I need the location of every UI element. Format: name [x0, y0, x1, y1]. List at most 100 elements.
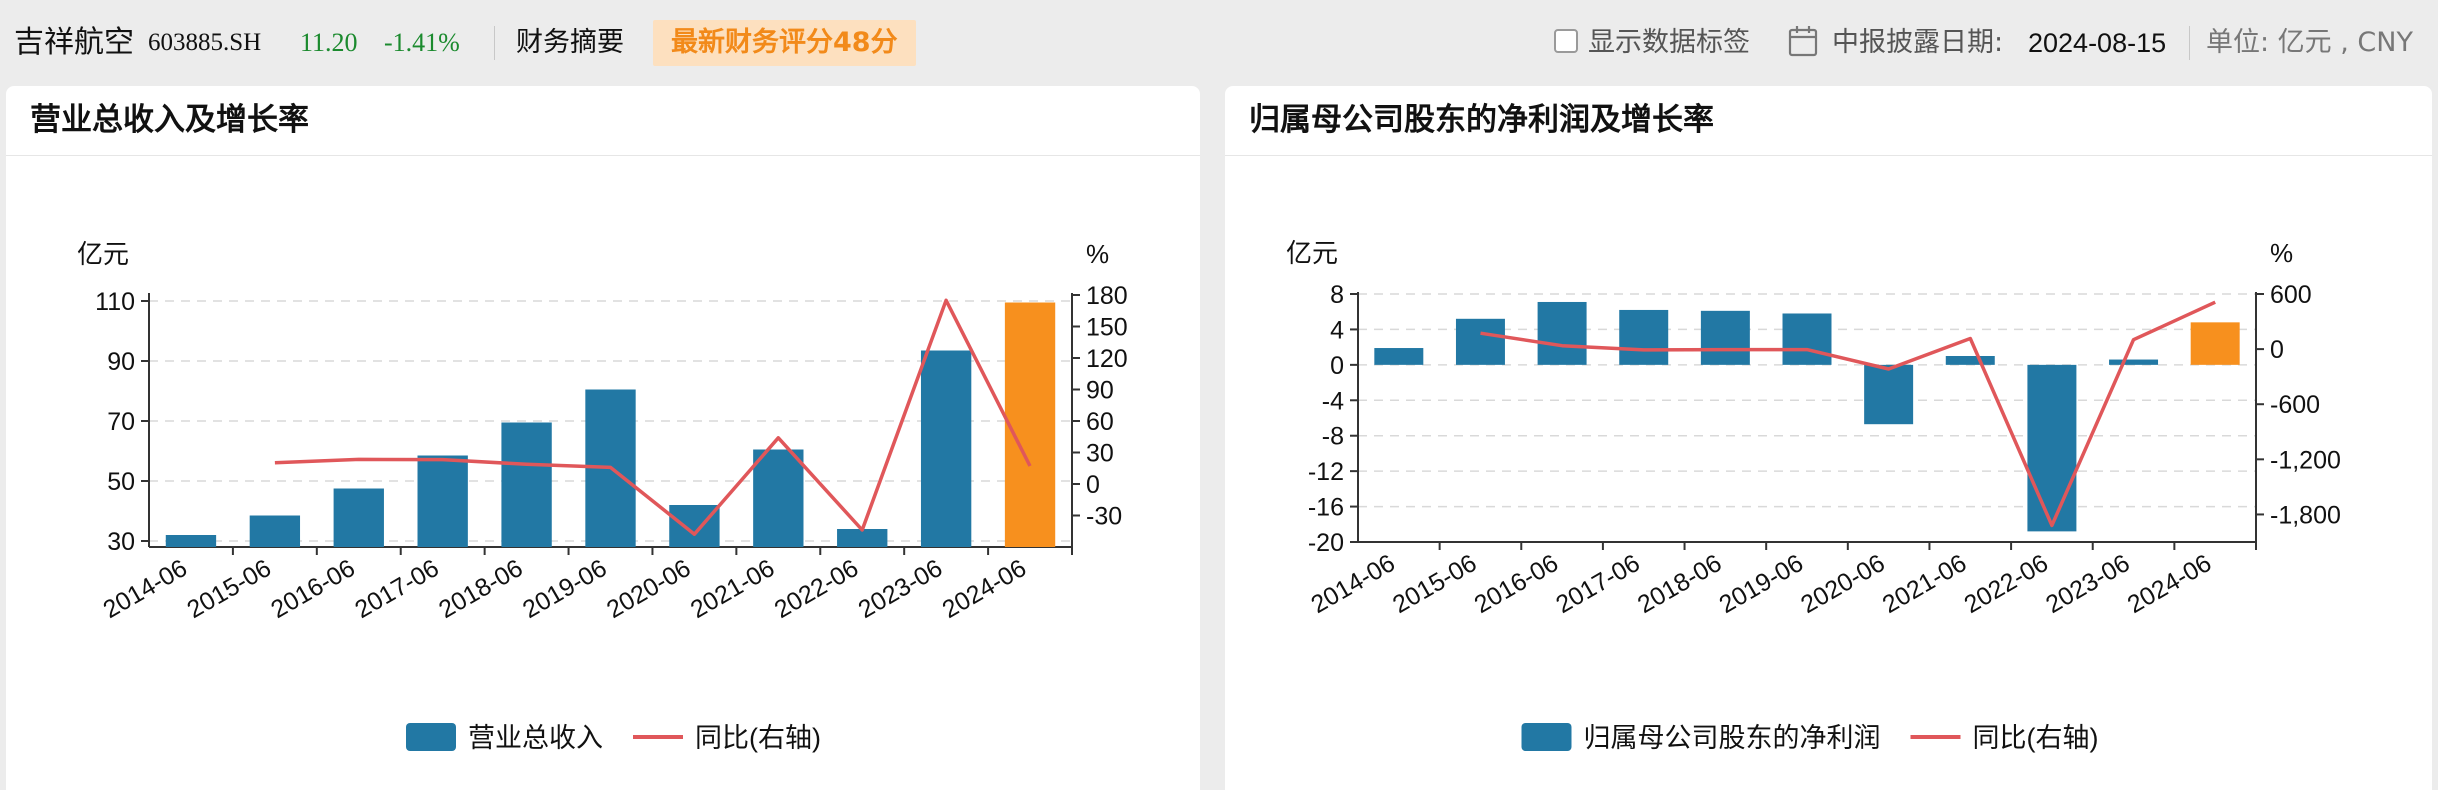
bar: [837, 529, 888, 547]
y-left-tick-label: 50: [107, 468, 135, 496]
bar: [1619, 309, 1669, 365]
y-right-tick-label: 60: [1086, 408, 1114, 436]
y-left-tick-label: 0: [1330, 352, 1344, 380]
bar: [501, 422, 552, 547]
unit-label: 单位: 亿元 , CNY: [2206, 27, 2413, 58]
y-left-tick-label: 8: [1330, 281, 1344, 309]
show-labels-checkbox[interactable]: [1554, 29, 1578, 53]
bar: [417, 455, 468, 547]
revenue-chart: 30 50 70 90 110 -30 0 30 60 90 120 150 180 亿元 % 2014-06…: [77, 239, 1128, 753]
x-tick-label: 2024-06: [938, 554, 1031, 624]
y-left-tick-label: -12: [1308, 458, 1344, 486]
x-tick-label: 2014-06: [98, 554, 191, 624]
divider: [2189, 26, 2190, 60]
y-right-axis-label: %: [1086, 239, 1109, 269]
growth-rate-line: [1480, 300, 2216, 528]
legend-line-label: 同比(右轴): [1973, 723, 2099, 753]
stock-price: 11.20: [300, 28, 358, 57]
bar: [165, 535, 217, 547]
y-right-tick-label: -1,800: [2270, 501, 2341, 529]
stock-code: 603885.SH: [148, 29, 262, 56]
period-date[interactable]: 2024-08-15: [2028, 28, 2167, 58]
x-tick-label: 2018-06: [1633, 549, 1726, 619]
x-tick-label: 2021-06: [1878, 549, 1971, 619]
divider: [494, 26, 495, 60]
x-tick-label: 2018-06: [434, 554, 527, 624]
bar: [333, 488, 384, 547]
x-tick-label: 2022-06: [1959, 549, 2052, 619]
y-left-tick-label: -16: [1308, 494, 1344, 522]
revenue-chart-title: 营业总收入及增长率: [6, 86, 1200, 156]
legend-bar-label: 归属母公司股东的净利润: [1584, 723, 1881, 753]
rating-badge[interactable]: 最新财务评分48分: [653, 20, 916, 66]
bar: [753, 449, 804, 547]
y-left-tick-label: -4: [1322, 387, 1344, 415]
x-tick-label: 2017-06: [1551, 549, 1644, 619]
bar: [1864, 364, 1914, 425]
price-change: -1.41%: [384, 28, 460, 57]
x-tick-label: 2015-06: [182, 554, 275, 624]
y-left-tick-label: 4: [1330, 316, 1344, 344]
x-tick-label: 2020-06: [1796, 549, 1889, 619]
x-tick-label: 2023-06: [2041, 549, 2134, 619]
x-tick-label: 2015-06: [1388, 549, 1481, 619]
y-right-tick-label: 600: [2270, 281, 2312, 309]
x-tick-label: 2014-06: [1306, 549, 1399, 619]
y-right-tick-label: 0: [1086, 471, 1100, 499]
bar: [2109, 359, 2159, 365]
y-right-tick-label: 30: [1086, 440, 1114, 468]
y-right-tick-label: 0: [2270, 336, 2284, 364]
top-bar: 吉祥航空 603885.SH 11.20 -1.41% 财务摘要 最新财务评分4…: [0, 0, 2438, 86]
y-right-tick-label: 180: [1086, 282, 1128, 310]
bar: [1537, 301, 1587, 365]
bar: [2027, 364, 2077, 532]
bar: [1374, 348, 1424, 365]
x-tick-label: 2019-06: [518, 554, 611, 624]
x-tick-label: 2020-06: [602, 554, 695, 624]
y-left-axis-label: 亿元: [77, 239, 129, 269]
bar: [249, 515, 301, 547]
x-tick-label: 2016-06: [1470, 549, 1563, 619]
calendar-icon[interactable]: [1788, 24, 1818, 62]
x-tick-label: 2022-06: [770, 554, 863, 624]
legend[interactable]: 归属母公司股东的净利润 同比(右轴): [1521, 723, 2099, 753]
x-tick-label: 2021-06: [686, 554, 779, 624]
legend-bar-label: 营业总收入: [468, 723, 603, 753]
y-left-tick-label: 70: [107, 408, 135, 436]
x-tick-label: 2017-06: [350, 554, 443, 624]
y-right-tick-label: 150: [1086, 314, 1128, 342]
bar: [669, 505, 720, 547]
x-tick-label: 2023-06: [854, 554, 947, 624]
stock-name: 吉祥航空: [14, 25, 134, 60]
bar: [1700, 310, 1750, 365]
bar: [2190, 322, 2240, 365]
y-left-tick-label: 30: [107, 528, 135, 556]
y-right-tick-label: 120: [1086, 345, 1128, 373]
bar: [920, 350, 972, 547]
revenue-panel: 营业总收入及增长率 30 50 70 90 110 -30 0 30 60 90 120 150 180…: [6, 86, 1200, 790]
legend-line-label: 同比(右轴): [695, 723, 821, 753]
growth-rate-line: [274, 298, 1032, 536]
bar: [1004, 302, 1056, 547]
y-right-axis-label: %: [2270, 238, 2293, 268]
x-tick-label: 2024-06: [2123, 549, 2216, 619]
x-tick-label: 2019-06: [1715, 549, 1808, 619]
y-left-tick-label: -20: [1308, 529, 1344, 557]
section-title: 财务摘要: [516, 27, 624, 58]
y-left-axis-label: 亿元: [1286, 238, 1338, 268]
legend-bar-swatch: [1521, 723, 1572, 751]
legend[interactable]: 营业总收入 同比(右轴): [406, 723, 821, 753]
net-profit-chart-title: 归属母公司股东的净利润及增长率: [1225, 86, 2432, 156]
y-right-tick-label: -30: [1086, 503, 1122, 531]
show-labels-label[interactable]: 显示数据标签: [1588, 27, 1750, 58]
x-tick-label: 2016-06: [266, 554, 359, 624]
y-left-tick-label: 90: [107, 348, 135, 376]
y-right-tick-label: 90: [1086, 377, 1114, 405]
period-label: 中报披露日期:: [1832, 27, 2004, 58]
y-left-tick-label: 110: [95, 288, 135, 316]
y-right-tick-label: -600: [2270, 391, 2320, 419]
net-profit-panel: 归属母公司股东的净利润及增长率 -20 -16 -12 -8 -4 0 4 8 -1,800 -1…: [1225, 86, 2432, 790]
bar: [1455, 318, 1505, 365]
y-right-tick-label: -1,200: [2270, 446, 2341, 474]
bar: [1782, 313, 1832, 365]
